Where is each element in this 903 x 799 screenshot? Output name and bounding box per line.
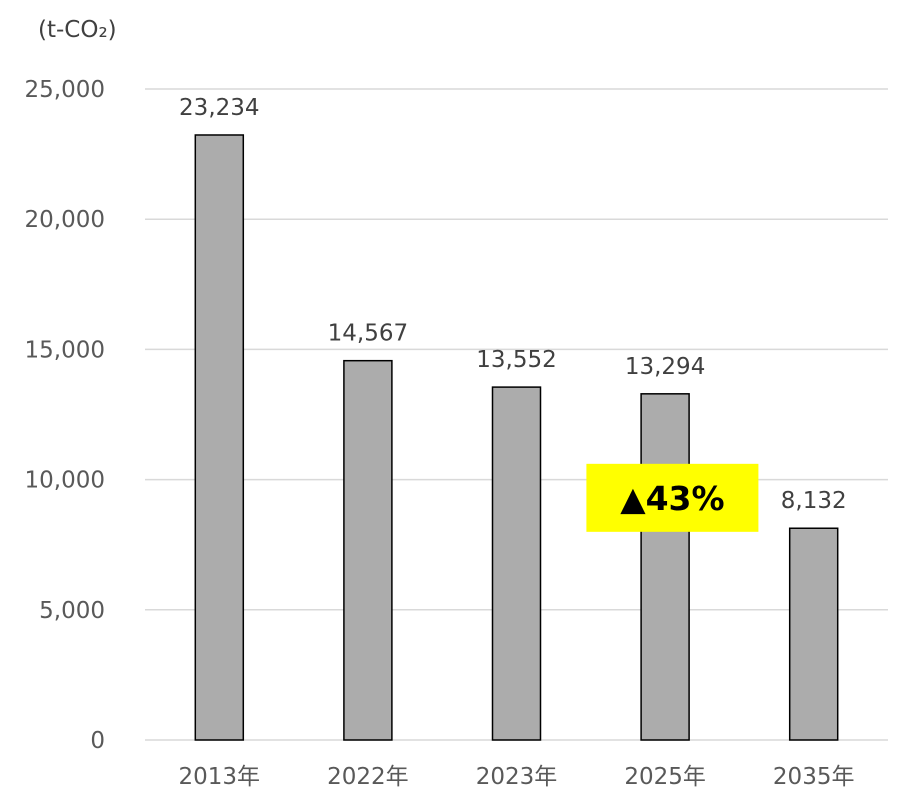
annotation-highlight-box [586,463,759,532]
data-label: 8,132 [781,488,847,514]
bar [491,386,542,741]
x-tick-label: 2035年 [773,764,855,790]
x-tick-label: 2025年 [624,764,706,790]
data-label: 14,567 [328,321,408,347]
data-label: 13,294 [625,354,705,380]
bar [194,134,245,741]
bar [640,393,690,741]
y-tick-label: 20,000 [25,207,105,233]
x-tick-label: 2022年 [327,764,409,790]
bar [788,527,839,741]
bars [194,134,839,741]
data-label: 13,552 [476,347,556,373]
y-tick-label: 25,000 [25,77,105,103]
reduction-annotation: ▲43% [586,463,759,532]
annotation-text: ▲43% [620,479,724,518]
x-tick-label: 2013年 [179,764,261,790]
y-tick-label: 10,000 [25,468,105,494]
data-labels: 23,234 14,567 13,552 13,294 8,132 [179,95,847,514]
data-label: 23,234 [179,95,259,121]
y-axis-unit-label: (t-CO₂) [38,17,117,43]
y-tick-label: 5,000 [39,598,105,624]
y-axis-tick-labels: 0 5,000 10,000 15,000 20,000 25,000 [25,77,105,754]
x-tick-label: 2023年 [476,764,558,790]
y-tick-label: 15,000 [25,337,105,363]
x-axis-tick-labels: 2013年 2022年 2023年 2025年 2035年 [179,764,855,790]
bar [343,359,393,741]
y-tick-label: 0 [90,728,105,754]
